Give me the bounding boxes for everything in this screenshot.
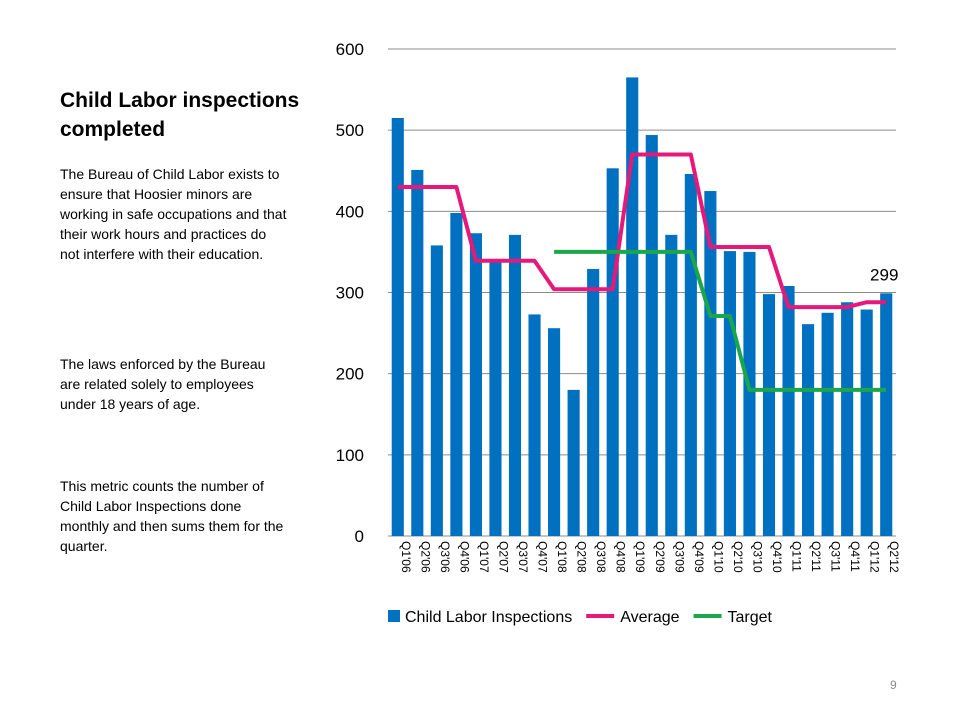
page-number: 9 — [890, 678, 897, 692]
bar — [684, 173, 697, 536]
bar — [548, 328, 561, 536]
x-tick-label: Q1'10 — [711, 541, 725, 573]
x-tick-label: Q1'06 — [399, 541, 413, 573]
bar — [626, 77, 639, 537]
x-tick-label: Q1'11 — [790, 541, 804, 572]
slide-title: Child Labor inspections completed — [60, 89, 300, 141]
x-tick-label: Q3'07 — [516, 541, 530, 573]
bar — [450, 212, 463, 536]
bar — [880, 293, 893, 536]
data-label: 299 — [870, 265, 898, 284]
y-tick-label: 300 — [336, 284, 364, 303]
x-tick-label: Q1'12 — [868, 541, 882, 573]
legend-label: Target — [728, 609, 773, 626]
x-tick-label: Q4'07 — [536, 541, 550, 573]
bar — [391, 117, 404, 536]
y-tick-label: 500 — [336, 121, 364, 140]
bar — [528, 314, 541, 536]
x-tick-label: Q4'11 — [848, 541, 862, 572]
legend-label: Average — [620, 609, 679, 626]
x-tick-label: Q3'08 — [594, 541, 608, 573]
x-tick-label: Q3'10 — [750, 541, 764, 573]
description-paragraph-3: This metric counts the number of Child L… — [60, 478, 284, 554]
bar — [743, 251, 756, 536]
bar — [489, 260, 502, 536]
legend-label: Child Labor Inspections — [405, 609, 572, 626]
bar — [430, 245, 443, 536]
x-tick-label: Q4'10 — [770, 541, 784, 573]
description-paragraph-2: The laws enforced by the Bureau are rela… — [60, 356, 266, 412]
bar — [841, 302, 854, 536]
x-tick-label: Q3'09 — [672, 541, 686, 573]
bar — [469, 233, 482, 536]
bar — [665, 234, 678, 536]
x-tick-label: Q3'11 — [829, 541, 843, 572]
x-tick-label: Q2'12 — [887, 541, 901, 573]
y-tick-label: 0 — [355, 527, 364, 546]
bar — [704, 191, 717, 536]
bar — [821, 312, 834, 536]
y-tick-label: 400 — [336, 202, 364, 221]
x-tick-label: Q2'09 — [653, 541, 667, 573]
bar — [723, 251, 736, 537]
x-tick-label: Q2'10 — [731, 541, 745, 573]
x-tick-label: Q3'06 — [438, 541, 452, 573]
y-tick-label: 600 — [336, 40, 364, 59]
series-line-target — [554, 249, 887, 392]
x-tick-label: Q2'11 — [809, 541, 823, 572]
bar — [860, 309, 873, 536]
bar — [606, 168, 619, 536]
bar — [782, 286, 795, 536]
x-tick-label: Q1'08 — [555, 541, 569, 573]
bar — [762, 294, 776, 536]
x-tick-label: Q2'08 — [575, 541, 589, 573]
y-tick-label: 100 — [336, 446, 364, 465]
legend: Child Labor Inspections Average Target — [388, 609, 773, 626]
x-tick-label: Q4'08 — [614, 541, 628, 573]
bar — [645, 135, 658, 536]
bar — [567, 389, 580, 536]
series-line-average — [397, 152, 887, 310]
bar — [802, 324, 815, 536]
x-tick-label: Q2'07 — [496, 541, 510, 573]
x-tick-label: Q4'06 — [457, 541, 471, 573]
x-tick-label: Q1'07 — [477, 541, 491, 573]
description-paragraph-1: The Bureau of Child Labor exists to ensu… — [60, 166, 287, 262]
x-tick-label: Q1'09 — [633, 541, 647, 573]
y-tick-label: 200 — [336, 365, 364, 384]
bar — [411, 169, 424, 536]
bar — [587, 268, 600, 536]
x-tick-label: Q2'06 — [418, 541, 432, 573]
x-tick-label: Q4'09 — [692, 541, 706, 573]
legend-swatch — [388, 610, 400, 622]
bar — [508, 234, 522, 536]
